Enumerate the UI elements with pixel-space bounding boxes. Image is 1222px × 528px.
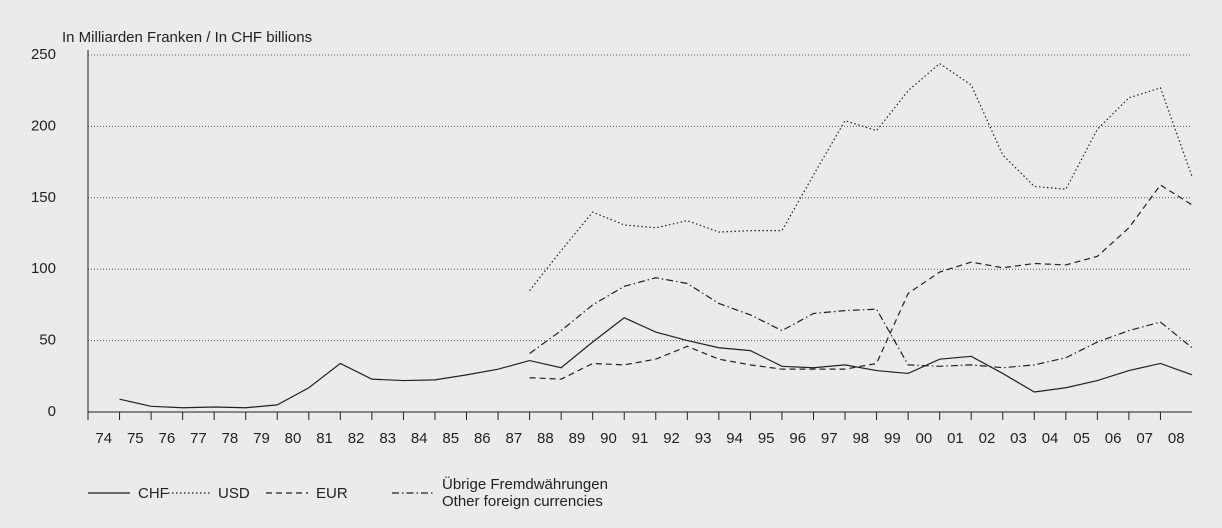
series-line (119, 317, 1193, 409)
legend-label: Übrige Fremdwährungen Other foreign curr… (442, 476, 608, 510)
y-tick-label: 150 (31, 189, 56, 206)
x-tick-label: 83 (379, 430, 396, 447)
y-tick-label: 50 (39, 332, 56, 349)
x-tick-label: 80 (285, 430, 302, 447)
series-line (529, 184, 1193, 380)
y-axis-label: In Milliarden Franken / In CHF billions (62, 29, 312, 46)
x-tick-label: 01 (947, 430, 964, 447)
series-line (529, 277, 1193, 369)
x-tick-label: 85 (442, 430, 459, 447)
x-tick-label: 99 (884, 430, 901, 447)
x-tick-label: 00 (916, 430, 933, 447)
x-tick-label: 90 (600, 430, 617, 447)
x-tick-label: 81 (316, 430, 333, 447)
x-tick-label: 97 (821, 430, 838, 447)
x-tick-label: 84 (411, 430, 428, 447)
x-tick-label: 76 (159, 430, 176, 447)
x-tick-label: 78 (222, 430, 239, 447)
x-tick-label: 86 (474, 430, 491, 447)
x-tick-label: 74 (95, 430, 112, 447)
x-tick-label: 75 (127, 430, 144, 447)
x-tick-label: 07 (1136, 430, 1153, 447)
x-tick-label: 91 (632, 430, 649, 447)
x-tick-label: 06 (1105, 430, 1122, 447)
x-tick-label: 94 (726, 430, 743, 447)
x-tick-label: 96 (789, 430, 806, 447)
y-tick-label: 0 (48, 403, 56, 420)
x-tick-label: 88 (537, 430, 554, 447)
x-tick-label: 92 (663, 430, 680, 447)
y-tick-label: 200 (31, 117, 56, 134)
x-tick-label: 93 (695, 430, 712, 447)
x-tick-label: 95 (758, 430, 775, 447)
series-line (529, 62, 1193, 291)
x-tick-label: 82 (348, 430, 365, 447)
x-tick-label: 03 (1010, 430, 1027, 447)
x-tick-label: 77 (190, 430, 207, 447)
x-tick-label: 05 (1073, 430, 1090, 447)
x-tick-label: 98 (852, 430, 869, 447)
y-tick-label: 250 (31, 46, 56, 63)
legend-label: CHF (138, 484, 169, 502)
x-tick-label: 02 (979, 430, 996, 447)
legend-label: EUR (316, 484, 348, 502)
legend-label: USD (218, 484, 250, 502)
x-tick-label: 79 (253, 430, 270, 447)
y-tick-label: 100 (31, 260, 56, 277)
x-tick-label: 08 (1168, 430, 1185, 447)
x-tick-label: 04 (1042, 430, 1059, 447)
x-tick-label: 89 (569, 430, 586, 447)
x-tick-label: 87 (505, 430, 522, 447)
